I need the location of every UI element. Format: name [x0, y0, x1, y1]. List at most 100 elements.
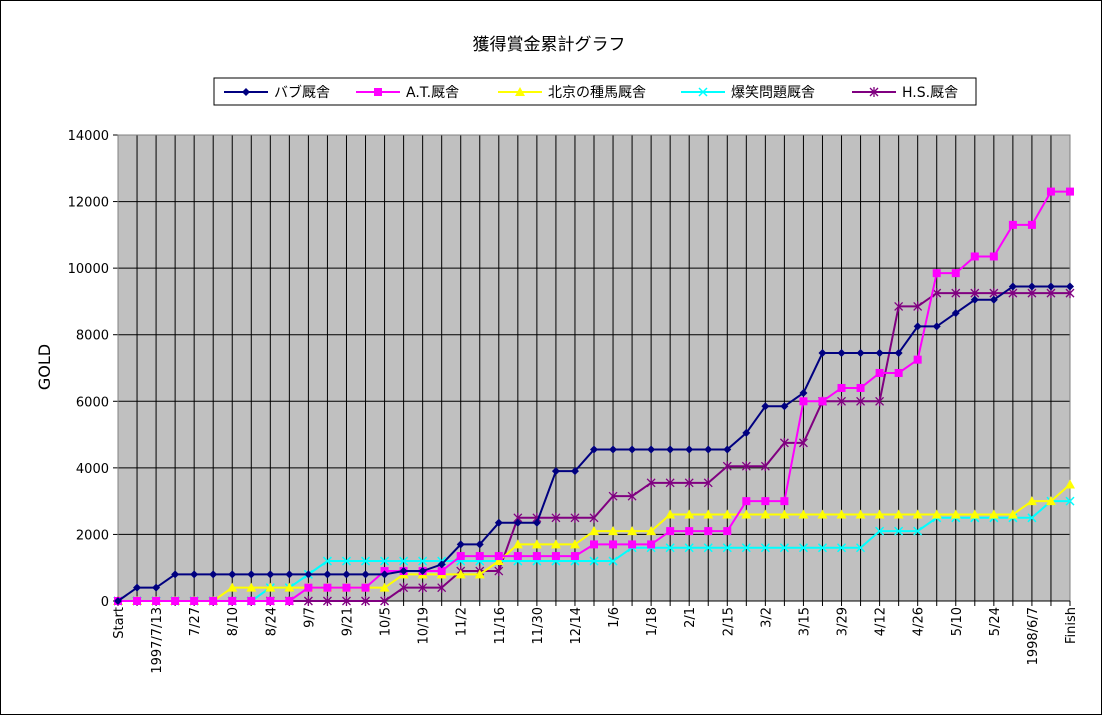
data-point — [133, 583, 142, 592]
x-tick-label: 5/24 — [988, 607, 1003, 636]
data-point — [323, 583, 332, 592]
legend: バブ厩舎 A.T.厩舎 北京の種馬厩舎 爆笑問題厩舎 H.S.厩舎 — [213, 77, 977, 106]
data-point — [342, 596, 351, 606]
data-point — [817, 543, 828, 553]
data-point — [799, 388, 808, 397]
data-point — [493, 556, 504, 566]
data-point — [1046, 187, 1055, 196]
data-point — [627, 491, 637, 502]
data-point — [780, 402, 789, 411]
data-point — [818, 397, 827, 406]
data-point — [665, 543, 675, 553]
data-point — [741, 543, 751, 553]
data-point — [380, 596, 390, 606]
data-point — [646, 477, 656, 488]
data-point — [152, 583, 161, 592]
data-point — [894, 301, 904, 312]
x-tick-label: 8/24 — [264, 607, 279, 636]
data-point — [437, 567, 446, 576]
data-point — [399, 582, 409, 593]
data-point — [836, 543, 847, 553]
data-point — [798, 509, 809, 519]
data-point — [474, 569, 485, 579]
data-point — [475, 552, 484, 561]
y-tick-label: 8000 — [76, 329, 109, 344]
legend-label: 北京の種馬厩舎 — [548, 85, 646, 101]
x-tick-label: 12/14 — [569, 607, 584, 644]
data-point — [1007, 509, 1018, 519]
legend-label: バブ厩舎 — [274, 84, 330, 101]
data-point — [627, 526, 638, 536]
data-point — [647, 445, 656, 454]
legend-item: H.S.厩舎 — [852, 85, 958, 101]
data-point — [360, 556, 371, 566]
x-tick-label: 11/16 — [493, 607, 508, 644]
x-tick-label: 8/10 — [226, 607, 241, 636]
data-point — [646, 526, 657, 536]
data-point — [379, 582, 390, 592]
data-point — [666, 527, 675, 536]
data-point — [722, 461, 732, 472]
data-point — [741, 461, 751, 472]
data-point — [304, 570, 313, 579]
data-point — [512, 539, 523, 549]
data-point — [589, 556, 599, 566]
data-point — [931, 509, 942, 519]
y-tick-label: 0 — [101, 595, 109, 610]
data-point — [455, 569, 466, 579]
data-point — [723, 445, 732, 454]
data-point — [342, 570, 351, 579]
data-point — [171, 597, 180, 605]
data-point — [513, 552, 522, 561]
data-point — [950, 509, 961, 519]
chart-title: 獲得賞金累計グラフ — [473, 35, 626, 55]
data-point — [247, 597, 256, 605]
data-point — [608, 491, 618, 502]
x-tick-label: 10/19 — [417, 607, 432, 644]
data-point — [970, 295, 979, 304]
data-point — [628, 540, 637, 549]
data-point — [780, 497, 789, 506]
data-point — [322, 556, 332, 566]
data-point — [722, 509, 733, 519]
data-point — [703, 543, 713, 553]
data-point — [133, 597, 142, 605]
data-point — [609, 445, 618, 454]
data-point — [836, 509, 847, 519]
x-tick-label: 1/18 — [645, 607, 660, 636]
data-point — [437, 560, 446, 569]
data-point — [894, 368, 903, 377]
data-point — [227, 582, 238, 592]
data-point — [970, 252, 979, 261]
data-point — [228, 570, 237, 579]
data-point — [380, 570, 389, 579]
x-tick-label: 1997/7/13 — [150, 607, 165, 674]
x-tick-label: 1/6 — [607, 607, 622, 628]
legend-marker — [374, 88, 382, 96]
data-point — [322, 596, 332, 606]
data-point — [932, 288, 942, 299]
data-point — [837, 396, 846, 407]
data-point — [209, 570, 218, 579]
data-point — [875, 396, 885, 407]
data-point — [418, 556, 428, 566]
data-point — [741, 509, 752, 519]
data-point — [913, 355, 922, 364]
data-point — [285, 570, 294, 579]
data-point — [856, 349, 865, 358]
data-point — [685, 527, 694, 536]
data-point — [856, 543, 866, 553]
data-point — [1027, 282, 1036, 291]
data-point — [856, 396, 866, 407]
legend-label: 爆笑問題厩舎 — [731, 85, 815, 101]
legend-marker — [515, 87, 525, 96]
y-tick-label: 2000 — [76, 528, 109, 543]
data-point — [874, 509, 885, 519]
data-point — [589, 526, 599, 536]
data-point — [551, 467, 560, 476]
data-point — [760, 509, 771, 519]
data-point — [399, 556, 409, 566]
data-point — [494, 552, 503, 561]
data-point — [742, 497, 751, 506]
data-point — [361, 583, 370, 592]
